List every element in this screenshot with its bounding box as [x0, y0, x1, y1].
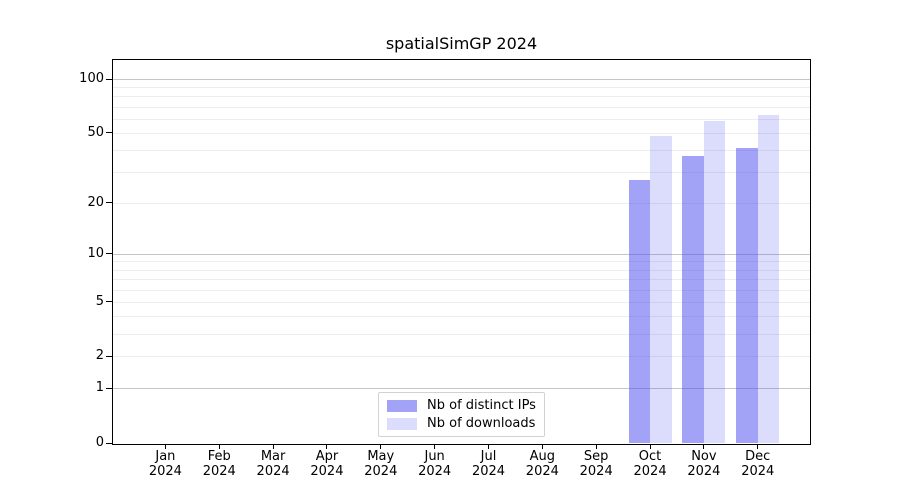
- x-tick-month: Nov: [691, 449, 717, 464]
- x-tick-mark: [164, 444, 166, 449]
- y-gridline-major: [113, 79, 810, 80]
- x-tick-month: Feb: [207, 449, 231, 464]
- y-tick-mark: [106, 78, 112, 80]
- y-tick-label: 10: [87, 245, 104, 261]
- x-tick-year: 2024: [418, 464, 452, 479]
- y-tick-mark: [106, 387, 112, 389]
- y-gridline-major: [113, 388, 810, 390]
- bar-nov-2024-downloads: [703, 121, 726, 443]
- x-tick-year: 2024: [310, 464, 344, 479]
- legend-swatch-downloads: [387, 417, 417, 430]
- x-tick-year: 2024: [148, 464, 182, 479]
- x-tick-label: Feb 2024: [179, 449, 259, 479]
- x-tick-year: 2024: [741, 464, 775, 479]
- y-tick-label: 1: [95, 380, 104, 396]
- x-tick-month: Mar: [260, 449, 286, 464]
- y-tick-mark: [106, 253, 112, 255]
- x-tick-mark: [703, 444, 705, 449]
- legend-item-downloads: Nb of downloads: [387, 416, 536, 431]
- x-tick-label: Jul 2024: [449, 449, 529, 479]
- y-tick-mark: [106, 301, 112, 303]
- x-tick-month: Jun: [424, 449, 445, 464]
- plot-area: [112, 59, 811, 445]
- legend-label-distinct-ips: Nb of distinct IPs: [427, 398, 536, 413]
- y-gridline-minor: [113, 289, 810, 291]
- x-tick-month: Oct: [638, 449, 662, 464]
- x-tick-label: Oct 2024: [610, 449, 690, 479]
- x-tick-month: Dec: [745, 449, 771, 464]
- legend-item-distinct-ips: Nb of distinct IPs: [387, 398, 536, 413]
- x-tick-mark: [434, 444, 436, 449]
- y-tick-label: 2: [95, 348, 104, 364]
- y-tick-mark: [106, 132, 112, 134]
- x-tick-label: Mar 2024: [233, 449, 313, 479]
- x-tick-month: Sep: [583, 449, 609, 464]
- bar-oct-2024-distinct-ips: [628, 180, 651, 443]
- x-tick-mark: [541, 444, 543, 449]
- x-tick-year: 2024: [525, 464, 559, 479]
- x-tick-mark: [488, 444, 489, 449]
- y-gridline-minor: [113, 333, 810, 335]
- bar-dec-2024-distinct-ips: [736, 148, 758, 443]
- x-tick-month: May: [367, 449, 395, 464]
- x-tick-mark: [272, 444, 274, 449]
- x-tick-month: Aug: [529, 449, 556, 464]
- x-tick-year: 2024: [202, 464, 236, 479]
- x-tick-label: Apr 2024: [287, 449, 367, 479]
- x-tick-label: Aug 2024: [502, 449, 582, 479]
- x-tick-label: Dec 2024: [718, 449, 798, 479]
- x-tick-mark: [326, 444, 328, 449]
- x-tick-month: Jan: [155, 449, 176, 464]
- y-tick-label: 20: [87, 194, 104, 210]
- x-tick-year: 2024: [364, 464, 398, 479]
- y-gridline-minor: [113, 96, 810, 98]
- y-gridline-minor: [113, 172, 810, 174]
- y-gridline-minor: [113, 118, 810, 120]
- x-tick-mark: [649, 444, 651, 449]
- legend: Nb of distinct IPs Nb of downloads: [378, 392, 545, 437]
- legend-swatch-distinct-ips: [387, 399, 417, 412]
- y-tick-label: 100: [79, 71, 104, 86]
- x-tick-mark: [380, 444, 382, 449]
- x-tick-month: Jul: [480, 449, 497, 464]
- y-gridline-minor: [113, 301, 810, 303]
- y-gridline-minor: [113, 202, 810, 204]
- y-gridline-minor: [113, 278, 810, 280]
- y-gridline-minor: [113, 106, 810, 108]
- y-tick-mark: [106, 442, 112, 444]
- y-gridline-major: [113, 253, 810, 255]
- y-gridline-minor: [113, 356, 810, 358]
- y-tick-mark: [106, 355, 112, 357]
- bar-oct-2024-downloads: [650, 136, 672, 443]
- legend-label-downloads: Nb of downloads: [427, 416, 536, 431]
- y-gridline-minor: [113, 87, 810, 89]
- bar-nov-2024-distinct-ips: [682, 156, 704, 443]
- x-tick-label: Jan 2024: [125, 449, 205, 479]
- y-gridline-minor: [113, 150, 810, 152]
- x-tick-mark: [595, 444, 597, 449]
- x-tick-mark: [218, 444, 220, 449]
- x-tick-label: Sep 2024: [556, 449, 636, 479]
- y-tick-mark: [106, 202, 112, 204]
- x-tick-label: Nov 2024: [664, 449, 744, 479]
- y-tick-label: 50: [87, 124, 104, 140]
- y-tick-label: 5: [95, 293, 104, 309]
- x-tick-year: 2024: [579, 464, 613, 479]
- x-tick-month: Apr: [315, 449, 339, 464]
- y-gridline-minor: [113, 261, 810, 263]
- x-tick-label: May 2024: [341, 449, 421, 479]
- x-tick-mark: [757, 444, 759, 449]
- chart-title: spatialSimGP 2024: [385, 34, 538, 53]
- bar-dec-2024-downloads: [757, 114, 780, 443]
- y-tick-label: 0: [95, 435, 104, 450]
- x-tick-year: 2024: [633, 464, 667, 479]
- y-gridline-minor: [113, 132, 810, 134]
- x-tick-year: 2024: [687, 464, 721, 479]
- x-tick-label: Jun 2024: [395, 449, 475, 479]
- x-tick-year: 2024: [471, 464, 506, 479]
- x-tick-year: 2024: [256, 464, 290, 479]
- y-gridline-minor: [113, 269, 810, 271]
- y-gridline-minor: [113, 316, 810, 318]
